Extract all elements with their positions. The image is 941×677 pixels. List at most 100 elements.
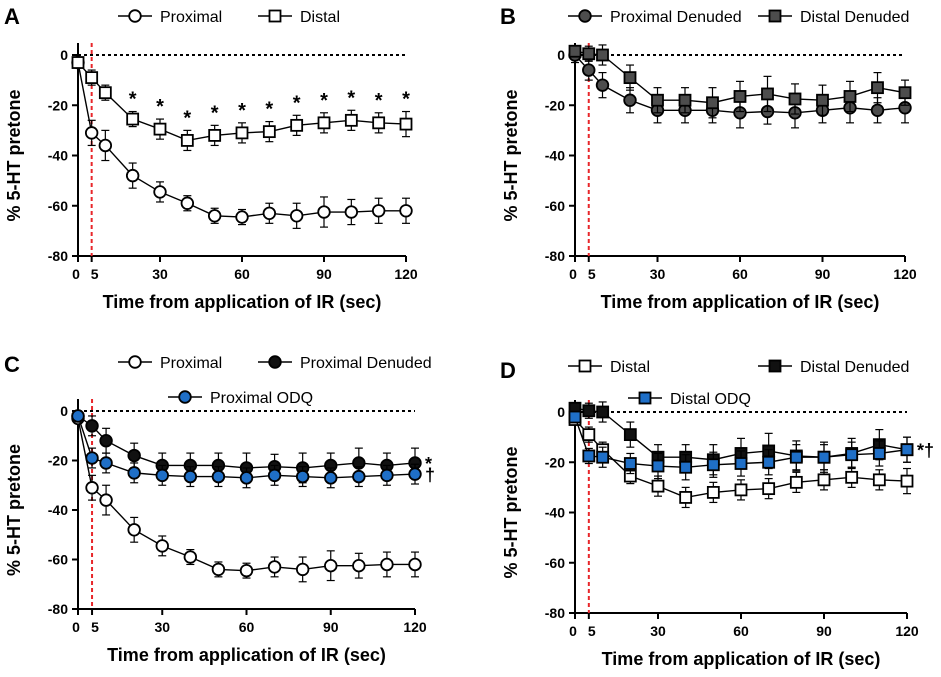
data-point [344,113,358,127]
x-tick-label: 0 [72,619,80,635]
y-tick-label: -20 [545,454,565,470]
y-tick-label: -40 [545,148,565,164]
data-point [623,457,637,470]
x-tick-label: 120 [895,623,919,639]
series-distal [71,56,413,152]
data-point [898,86,912,100]
data-point [211,562,226,577]
x-tick-label: 60 [239,619,255,635]
data-point [267,560,282,574]
end-significance-marker: *† [917,441,934,461]
data-point [679,491,693,504]
series-line [77,418,415,572]
x-tick-label: 5 [91,266,99,282]
legend-label: Proximal ODQ [210,390,313,407]
data-point [582,47,596,61]
x-tick-label: 90 [316,266,332,282]
data-point [99,493,113,507]
data-point [99,456,113,470]
data-point [262,206,277,220]
data-point [295,562,310,577]
data-point [208,128,222,142]
x-tick-label: 60 [234,266,250,282]
y-tick-label: -80 [48,248,68,264]
legend-marker [578,9,592,23]
legend-entry: Proximal Denuded [258,355,432,372]
data-point [817,450,831,464]
y-axis-label: % 5-HT pretone [4,89,24,221]
y-tick-label: -60 [545,555,565,571]
data-point [817,473,831,487]
data-point [207,209,222,223]
data-point [235,126,249,140]
legend-marker [268,9,282,23]
data-point [623,93,637,107]
x-tick-label: 30 [154,619,170,635]
data-point [399,117,413,131]
data-point [317,116,331,130]
data-point [568,44,582,58]
data-point [239,563,254,578]
legend-entry: Distal Denuded [758,359,909,376]
legend-label: Distal Denuded [800,359,909,376]
data-point [596,450,610,464]
data-point [871,81,884,95]
y-tick-label: 0 [60,47,68,63]
x-tick-label: 5 [91,619,99,635]
series-proximal-odq [71,409,422,489]
data-point [155,468,169,483]
data-point [651,93,664,107]
data-point [85,481,99,495]
data-point [900,443,914,457]
x-tick-label: 90 [323,619,339,635]
x-tick-label: 30 [650,266,666,282]
data-point [380,557,394,572]
significance-star: * [320,90,328,112]
data-point [183,469,198,484]
significance-star: * [183,107,191,129]
data-point [262,125,276,139]
data-point [71,409,85,423]
data-point [679,460,693,474]
legend-marker [638,391,652,405]
legend-entry: Distal [568,359,650,376]
data-point [183,550,198,564]
y-tick-label: -80 [545,605,565,621]
data-point [596,48,609,62]
data-point [872,473,886,487]
data-point [623,428,637,442]
data-point [788,92,802,106]
data-point [344,205,359,219]
y-tick-label: -80 [545,248,565,264]
data-point [872,447,886,460]
data-point [816,93,829,107]
legend-label: Distal Denuded [800,9,909,26]
data-point [582,404,596,418]
data-point [623,71,637,85]
data-point [126,112,140,126]
data-point [845,470,859,484]
data-point [408,467,422,481]
significance-star: * [402,89,410,111]
x-axis-label: Time from application of IR (sec) [601,292,880,312]
significance-star: * [375,90,383,112]
legend-marker [768,359,782,373]
x-axis-label: Time from application of IR (sec) [103,292,382,312]
data-point [295,469,310,484]
data-point [371,204,386,218]
significance-star: * [293,92,301,114]
data-point [98,138,113,153]
y-axis-label: % 5-HT pretone [501,446,521,578]
legend-marker [578,359,592,373]
data-point [84,126,99,140]
data-point [211,469,226,484]
x-tick-label: 120 [403,619,427,635]
legend-label: Distal ODQ [670,391,751,408]
data-point [596,405,610,419]
data-point [155,539,169,553]
legend-marker [178,390,192,404]
data-point [595,78,610,92]
panel-label: B [500,4,516,29]
